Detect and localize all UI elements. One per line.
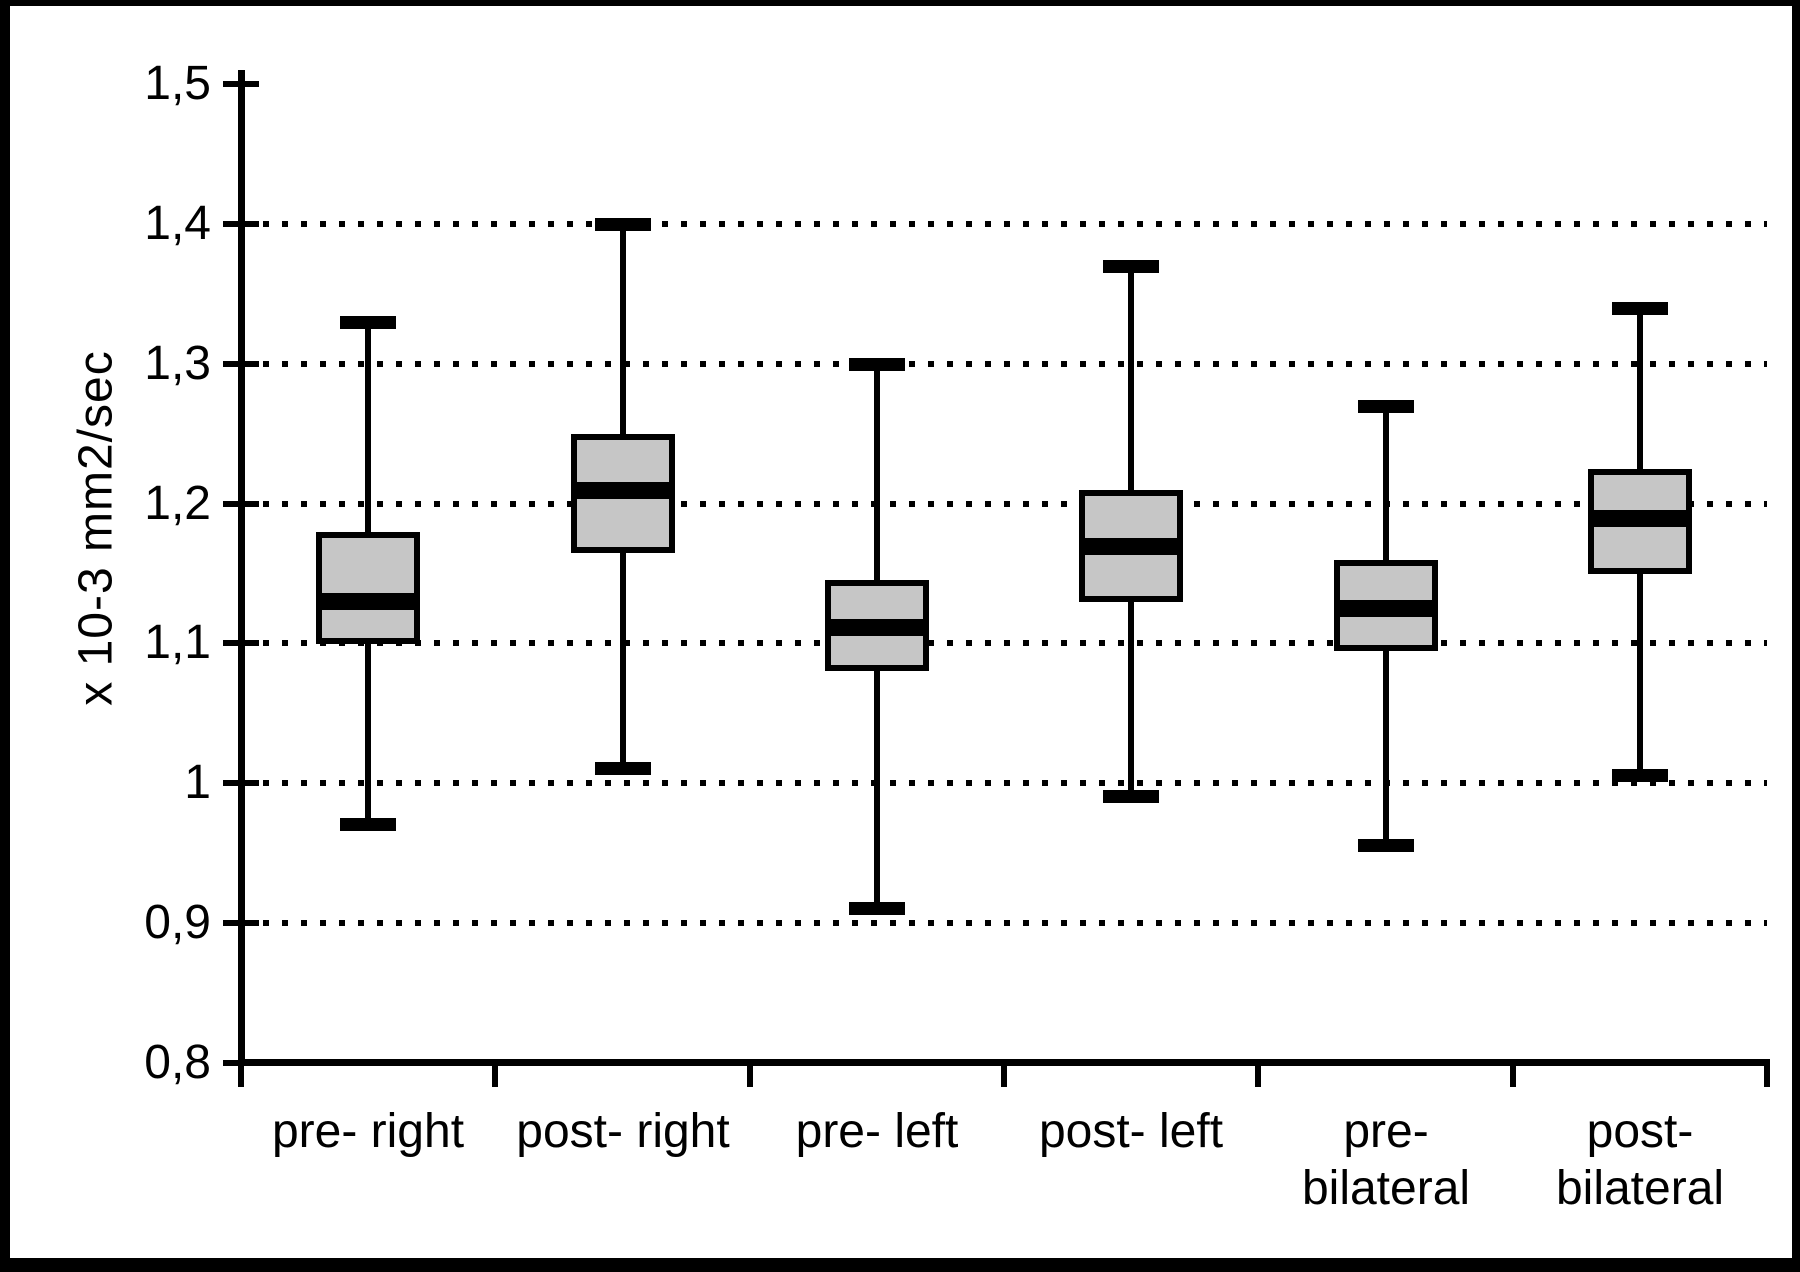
category-label: post- left [1006, 1103, 1256, 1160]
category-label-line: pre- [1343, 1105, 1429, 1158]
y-tick [223, 221, 259, 227]
gridline-dotted [263, 780, 1767, 786]
category-label: post- right [498, 1103, 748, 1160]
x-tick [747, 1063, 753, 1087]
lower-whisker-cap [849, 902, 905, 915]
upper-whisker-line [1128, 266, 1134, 490]
x-tick [1255, 1063, 1261, 1087]
iqr-box [316, 532, 420, 644]
gridline-dotted [263, 361, 1767, 367]
y-tick-label: 1,2 [144, 477, 211, 530]
upper-whisker-cap [1103, 260, 1159, 273]
lower-whisker-line [1128, 601, 1134, 797]
upper-whisker-cap [340, 316, 396, 329]
category-label: post-bilateral [1515, 1103, 1765, 1217]
gridline-dotted [263, 920, 1767, 926]
category-label-line: post- [1586, 1105, 1694, 1158]
upper-whisker-cap [1612, 302, 1668, 315]
y-axis-line [238, 70, 245, 1066]
x-axis-line [238, 1059, 1770, 1066]
median-bar [1594, 510, 1686, 527]
upper-whisker-line [874, 364, 880, 581]
y-tick-label: 1,3 [144, 337, 211, 390]
y-tick-label: 1,5 [144, 57, 211, 110]
upper-whisker-line [1383, 406, 1389, 560]
lower-whisker-line [1383, 650, 1389, 846]
category-label-line: bilateral [1301, 1162, 1471, 1215]
category-label-line: post- right [516, 1105, 730, 1158]
x-tick [492, 1063, 498, 1087]
lower-whisker-line [620, 553, 626, 770]
y-tick-label: 0,9 [144, 896, 211, 949]
upper-whisker-cap [595, 218, 651, 231]
category-label: pre- left [752, 1103, 1002, 1160]
upper-whisker-line [1637, 308, 1643, 469]
x-tick [1764, 1063, 1770, 1087]
upper-whisker-cap [849, 358, 905, 371]
y-tick-label: 1,1 [144, 616, 211, 669]
category-label-line: post- left [1038, 1105, 1224, 1158]
upper-whisker-line [365, 322, 371, 532]
y-tick [223, 361, 259, 367]
lower-whisker-line [874, 671, 880, 909]
median-bar [322, 593, 414, 610]
y-tick-label: 1,4 [144, 197, 211, 250]
y-tick [223, 920, 259, 926]
box-plot-chart: x 10-3 mm2/sec 1,5 1,4 1,3 1,2 1,1 1 0,9 0,8 pr… [10, 6, 1792, 1258]
category-label-line: pre- left [795, 1105, 959, 1158]
median-bar [1340, 600, 1432, 617]
y-tick [223, 780, 259, 786]
x-tick [238, 1063, 244, 1087]
y-tick [223, 640, 259, 646]
category-label-line: bilateral [1555, 1162, 1725, 1215]
upper-whisker-line [620, 224, 626, 434]
y-tick [223, 501, 259, 507]
x-tick [1001, 1063, 1007, 1087]
category-label: pre-bilateral [1261, 1103, 1511, 1217]
median-bar [577, 482, 669, 499]
x-tick [1510, 1063, 1516, 1087]
category-label: pre- right [243, 1103, 493, 1160]
y-tick [223, 81, 259, 87]
gridline-dotted [263, 640, 1767, 646]
gridline-dotted [263, 501, 1767, 507]
lower-whisker-cap [1103, 790, 1159, 803]
median-bar [831, 619, 923, 636]
lower-whisker-cap [595, 762, 651, 775]
upper-whisker-cap [1358, 400, 1414, 413]
lower-whisker-cap [1358, 839, 1414, 852]
y-tick-label: 1 [184, 756, 211, 809]
category-label-line: pre- right [271, 1105, 465, 1158]
lower-whisker-cap [340, 818, 396, 831]
lower-whisker-line [1637, 574, 1643, 777]
gridline-dotted [263, 221, 1767, 227]
y-tick-label: 0,8 [144, 1036, 211, 1089]
median-bar [1085, 538, 1177, 555]
lower-whisker-cap [1612, 769, 1668, 782]
lower-whisker-line [365, 643, 371, 825]
